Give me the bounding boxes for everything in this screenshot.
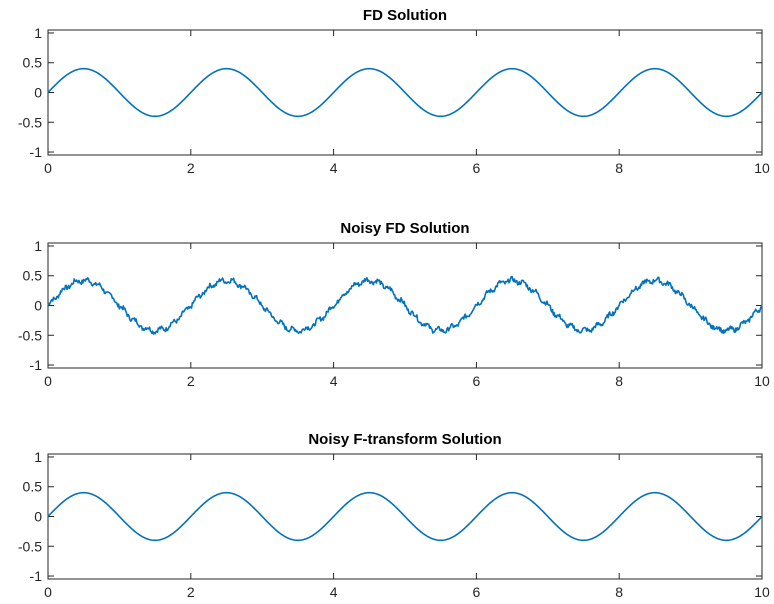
y-tick-label: 1 — [34, 25, 42, 41]
y-tick-label: -1 — [30, 144, 43, 160]
chart-panel-1: FD Solution 0 2 4 6 8 10 1 0.5 0 -0.5 -1 — [18, 7, 770, 176]
x-tick-label: 0 — [44, 160, 52, 176]
x-tick-label: 8 — [615, 373, 623, 389]
x-tick-label: 2 — [187, 373, 195, 389]
y-tick-label: -0.5 — [18, 538, 42, 554]
x-tick-label: 4 — [330, 373, 338, 389]
x-tick-label: 4 — [330, 584, 338, 600]
x-tick-label: 8 — [615, 584, 623, 600]
x-tick-label: 4 — [330, 160, 338, 176]
y-tick-label: -0.5 — [18, 327, 42, 343]
y-tick-label: 0 — [34, 298, 42, 314]
y-tick-label: 1 — [34, 238, 42, 254]
chart-title: Noisy FD Solution — [340, 220, 469, 237]
chart-panel-2: Noisy FD Solution 0 2 4 6 8 10 1 0.5 0 -0.5 -1 — [18, 220, 770, 389]
x-tick-label: 0 — [44, 584, 52, 600]
chart-title: FD Solution — [363, 7, 447, 24]
series-line — [47, 67, 763, 118]
chart-panel-3: Noisy F-transform Solution 0 2 4 6 8 10 1 0.5 0 -0… — [18, 431, 770, 600]
x-tick-label: 2 — [187, 160, 195, 176]
x-tick-label: 10 — [754, 373, 770, 389]
y-tick-label: 1 — [34, 449, 42, 465]
x-tick-label: 0 — [44, 373, 52, 389]
y-tick-label: 0.5 — [23, 268, 43, 284]
x-tick-label: 6 — [473, 584, 481, 600]
chart-title: Noisy F-transform Solution — [308, 431, 501, 448]
x-tick-label: 8 — [615, 160, 623, 176]
y-tick-label: -1 — [30, 568, 43, 584]
series-line — [47, 491, 763, 542]
x-tick-label: 10 — [754, 584, 770, 600]
x-tick-label: 10 — [754, 160, 770, 176]
y-tick-label: 0 — [34, 509, 42, 525]
y-tick-label: 0.5 — [23, 55, 43, 71]
series-line — [47, 275, 763, 335]
y-tick-label: 0 — [34, 85, 42, 101]
y-tick-label: 0.5 — [23, 479, 43, 495]
x-tick-label: 6 — [473, 373, 481, 389]
x-tick-label: 6 — [473, 160, 481, 176]
x-tick-label: 2 — [187, 584, 195, 600]
y-tick-label: -1 — [30, 357, 43, 373]
y-tick-label: -0.5 — [18, 114, 42, 130]
